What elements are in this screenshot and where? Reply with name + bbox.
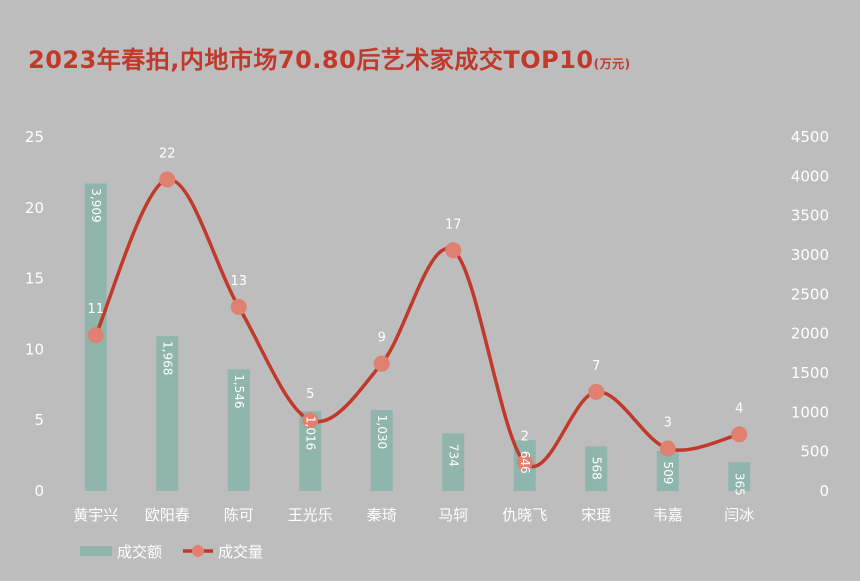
line-value-label: 5: [306, 387, 314, 402]
bar-value-label: 646: [518, 451, 532, 474]
bar: [156, 336, 179, 491]
bar: [728, 462, 751, 491]
left-axis-tick-label: 20: [25, 199, 44, 217]
right-axis-tick-label: 3000: [791, 246, 829, 264]
chart-title-unit: (万元): [593, 57, 631, 71]
right-axis-tick-label: 0: [819, 482, 829, 500]
line-point: [659, 440, 676, 457]
line-value-label: 22: [159, 146, 176, 161]
legend-label-bar: 成交额: [117, 543, 162, 561]
line-value-label: 9: [378, 331, 386, 346]
category-label: 秦琦: [367, 506, 397, 524]
line-value-label: 2: [521, 430, 529, 445]
bar: [370, 409, 393, 491]
category-label: 王光乐: [288, 506, 333, 524]
left-axis-tick-label: 5: [34, 411, 44, 429]
bar-value-label: 1,968: [160, 341, 174, 375]
bar: [299, 411, 322, 491]
category-label: 宋琨: [581, 506, 611, 524]
line-point: [87, 327, 104, 344]
right-axis-tick-label: 3500: [791, 207, 829, 225]
bar-value-label: 3,909: [89, 188, 103, 222]
category-label: 韦嘉: [653, 506, 683, 524]
right-axis-tick-label: 500: [800, 443, 829, 461]
line-value-label: 7: [592, 359, 600, 374]
line-point: [302, 412, 319, 429]
line-value-label: 17: [445, 217, 462, 232]
category-label: 黄宇兴: [73, 506, 118, 524]
right-axis-tick-label: 1500: [791, 364, 829, 382]
chart-title-text: 2023年春拍,内地市场70.80后艺术家成交TOP10: [28, 46, 594, 74]
line-point: [230, 298, 247, 315]
line-value-label: 11: [87, 302, 104, 317]
left-axis-tick-label: 25: [25, 128, 44, 146]
bar: [442, 433, 465, 491]
right-axis-tick-label: 2500: [791, 285, 829, 303]
bar-value-label: 1,546: [232, 374, 246, 408]
bar-value-label: 365: [732, 473, 746, 496]
bar-value-label: 1,016: [303, 416, 317, 450]
line-point: [516, 454, 533, 471]
category-label: 闫冰: [724, 506, 754, 524]
left-axis-tick-label: 0: [34, 482, 44, 500]
category-label: 马轲: [438, 506, 468, 524]
category-label: 陈可: [224, 506, 254, 524]
left-axis-tick-label: 15: [25, 270, 44, 288]
bar-value-label: 734: [446, 444, 460, 467]
chart-title: 2023年春拍,内地市场70.80后艺术家成交TOP10(万元): [28, 40, 631, 75]
bar: [585, 446, 608, 491]
line-point: [159, 171, 176, 188]
category-label: 欧阳春: [145, 506, 190, 524]
legend-bar-swatch: [80, 546, 112, 556]
right-axis-tick-label: 4000: [791, 167, 829, 185]
right-axis-tick-label: 4500: [791, 128, 829, 146]
bar-value-label: 509: [661, 462, 675, 485]
line-value-label: 4: [735, 401, 743, 416]
line-point: [445, 242, 462, 259]
line-point: [731, 426, 748, 443]
bar: [227, 369, 250, 491]
bar: [656, 450, 679, 491]
category-label: 仇晓飞: [502, 506, 547, 524]
left-axis-tick-label: 10: [25, 340, 44, 358]
line-value-label: 13: [230, 274, 247, 289]
line-point: [588, 383, 605, 400]
line-point: [373, 355, 390, 372]
right-axis-tick-label: 2000: [791, 325, 829, 343]
right-axis-tick-label: 1000: [791, 403, 829, 421]
legend-label-line: 成交量: [218, 543, 263, 561]
series-line: [94, 177, 740, 468]
line-value-label: 3: [664, 416, 672, 431]
bar-value-label: 568: [589, 457, 603, 480]
bar-value-label: 1,030: [375, 415, 389, 449]
legend-line-marker: [192, 545, 204, 557]
